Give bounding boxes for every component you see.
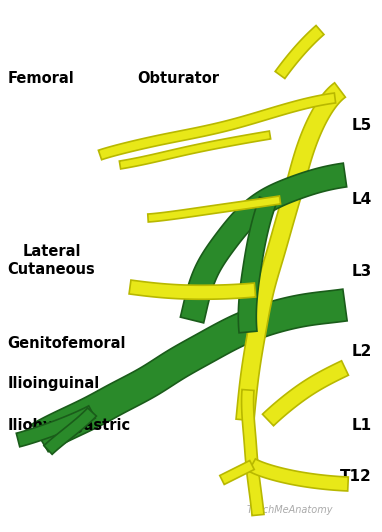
Polygon shape [262,361,348,426]
Polygon shape [241,389,264,516]
Text: T12: T12 [340,469,372,484]
Polygon shape [180,163,347,323]
Polygon shape [275,26,324,79]
Text: Ilioinguinal: Ilioinguinal [8,376,100,390]
Text: TeachMeAnatomy: TeachMeAnatomy [247,505,333,515]
Polygon shape [220,461,254,485]
Text: Femoral: Femoral [8,71,74,86]
Polygon shape [119,131,271,169]
Text: L3: L3 [352,264,372,279]
Text: Obturator: Obturator [138,71,220,86]
Polygon shape [238,197,277,333]
Polygon shape [16,406,95,447]
Polygon shape [44,408,96,454]
Polygon shape [236,83,345,421]
Text: L4: L4 [352,192,372,207]
Text: Lateral
Cutaneous: Lateral Cutaneous [8,245,96,277]
Text: Genitofemoral: Genitofemoral [8,336,126,351]
Text: L2: L2 [351,344,372,359]
Polygon shape [99,93,336,160]
Text: L5: L5 [352,118,372,132]
Text: L1: L1 [352,418,372,433]
Polygon shape [32,289,347,452]
Polygon shape [249,459,348,491]
Text: Iliohypogastric: Iliohypogastric [8,418,131,433]
Polygon shape [148,196,280,222]
Polygon shape [129,280,256,300]
